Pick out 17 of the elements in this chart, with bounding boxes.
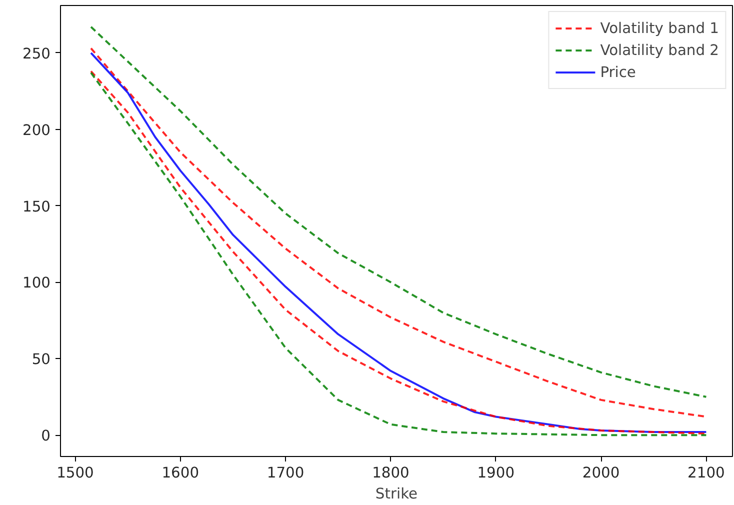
y-tick-label: 0 xyxy=(41,428,51,445)
x-tick-label: 2100 xyxy=(688,464,725,482)
y-tick-label: 150 xyxy=(22,198,51,216)
x-axis-title: Strike xyxy=(375,486,418,502)
y-tick-label: 50 xyxy=(32,351,51,368)
legend-label: Volatility band 2 xyxy=(600,42,719,58)
x-tick-label: 1900 xyxy=(477,464,515,482)
legend-label: Volatility band 1 xyxy=(600,20,719,36)
y-tick-label: 200 xyxy=(22,122,51,139)
y-tick-label: 100 xyxy=(22,274,51,292)
x-tick-label: 1500 xyxy=(56,464,94,482)
y-tick-label: 250 xyxy=(22,45,51,62)
x-tick-label: 2000 xyxy=(582,464,620,482)
x-tick-label: 1700 xyxy=(266,464,304,482)
legend-label: Price xyxy=(600,64,636,80)
x-tick-label: 1800 xyxy=(372,464,410,482)
x-tick-label: 1600 xyxy=(162,464,200,482)
